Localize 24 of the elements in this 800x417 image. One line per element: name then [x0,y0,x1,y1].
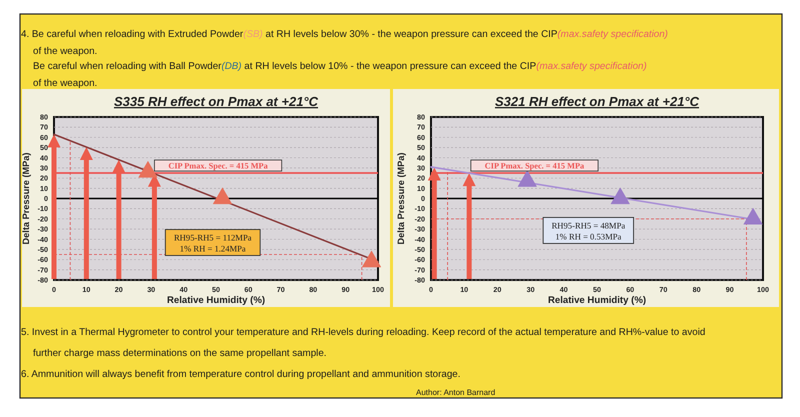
text: Author: Anton Barnard [416,388,496,397]
text: of the weapon. [33,46,98,57]
annotation: RH95-RH5 = 112MPa 1% RH = 1.24MPa [174,232,252,254]
x-axis-title: Relative Humidity (%) [548,295,646,306]
point [362,250,382,268]
point [610,188,630,204]
annotation: RH95-RH5 = 48MPa 1% RH = 0.53MPa [552,220,626,242]
annotation: CIP Pmax. Spec. = 415 MPa [484,161,586,170]
text: 5. Invest in a Thermal Hygrometer to control your temperature and RH-levels during reloading. Keep record of the actual temperature and RH%-value to avoid [21,327,706,338]
annotation: CIP Pmax. Spec. = 415 MPa [168,161,269,170]
y-axis-title: Delta Pressure (MPa) [396,152,406,244]
text: further charge mass determinations on the same propellant sample. [33,348,327,359]
text: of the weapon. [33,78,98,89]
point [212,188,232,204]
y-axis-title: Delta Pressure (MPa) [21,152,31,244]
point [138,161,158,178]
chart-title: S335 RH effect on Pmax at +21°C [114,94,319,109]
chart-title: S321 RH effect on Pmax at +21°C [494,94,700,109]
point [518,170,537,187]
text: 6. Ammunition will always benefit from temperature control during propellant and ammunition storage. [21,369,460,380]
text: 4. Be careful when reloading with Extruded Powder(SB) at RH levels below 30% - the weapon pressure can exceed the CIP(max.safety specification) [21,29,668,40]
x-axis-title: Relative Humidity (%) [166,295,266,306]
point [743,208,763,224]
text: Be careful when reloading with Ball Powder(DB) at RH levels below 10% - the weapon pressure can exceed the CIP(max.safety specification) [33,61,647,72]
